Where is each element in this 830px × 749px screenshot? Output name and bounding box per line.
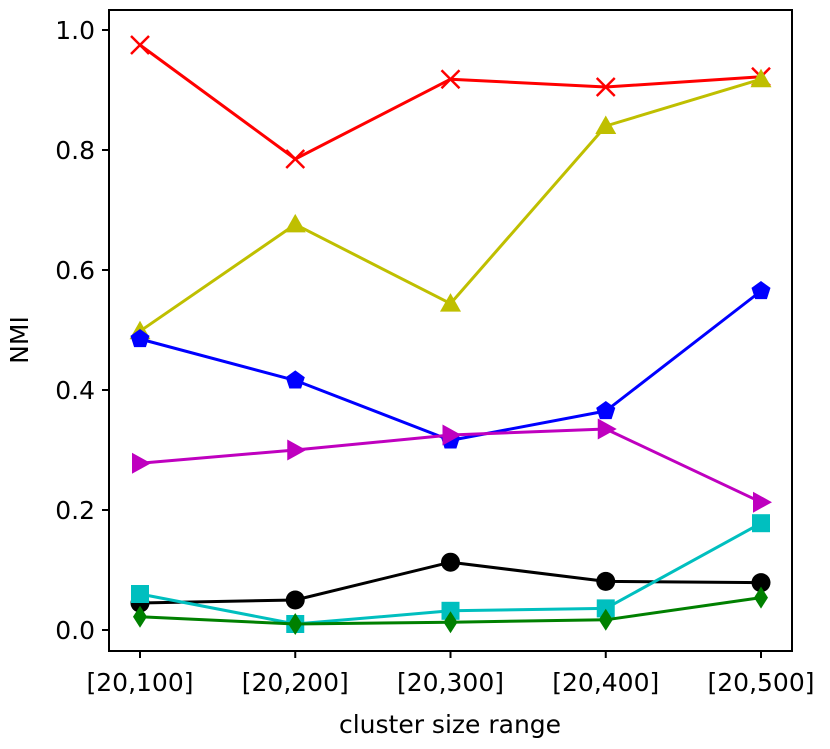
y-tick-label-1: 0.2 [55, 496, 95, 525]
y-tick-label-0: 0.0 [55, 616, 95, 645]
x-tick-label-1: [20,200] [242, 668, 349, 697]
plot-area [129, 35, 772, 635]
series-1-point-3 [595, 115, 617, 134]
series-3-point-1 [287, 439, 307, 461]
series-2-point-3 [596, 401, 616, 420]
series-6-point-3 [598, 608, 613, 631]
series-4-point-2 [441, 552, 460, 572]
series-3-point-3 [597, 418, 617, 440]
series-4-point-1 [285, 590, 305, 610]
x-axis-label: cluster size range [339, 710, 561, 739]
series-3-point-0 [132, 452, 151, 474]
series-4-point-3 [596, 571, 616, 591]
series-1-point-1 [284, 213, 306, 233]
series-6-point-4 [754, 586, 768, 609]
series-0-point-2 [440, 69, 461, 90]
series-6-point-1 [288, 613, 303, 635]
y-tick-label-4: 0.8 [55, 136, 95, 165]
series-5-point-2 [441, 601, 460, 620]
series-2-line [139, 289, 762, 442]
x-tick-label-3: [20,400] [552, 668, 659, 697]
series-2-point-1 [285, 370, 305, 389]
x-tick-label-0: [20,100] [87, 668, 194, 697]
series-4-point-4 [751, 573, 771, 593]
y-tick-label-3: 0.6 [55, 256, 95, 285]
series-5-point-0 [131, 585, 149, 603]
y-tick-label-5: 1.0 [55, 16, 95, 45]
series-0-point-1 [285, 149, 306, 169]
y-tick-label-2: 0.4 [55, 376, 95, 405]
series-6-point-0 [133, 605, 147, 628]
y-axis-label: NMI [5, 316, 34, 364]
series-3-point-2 [442, 424, 462, 446]
x-tick-label-2: [20,300] [397, 668, 504, 697]
series-0-point-0 [130, 35, 150, 55]
series-1-point-2 [440, 293, 461, 312]
series-0-line [139, 43, 762, 161]
x-tick-label-4: [20,500] [708, 668, 815, 697]
series-5-point-4 [752, 514, 770, 533]
series-2-point-4 [751, 281, 771, 300]
series-5-point-3 [596, 599, 615, 618]
series-2-point-0 [130, 329, 150, 348]
series-0-point-3 [595, 77, 616, 97]
series-6-point-2 [443, 611, 458, 634]
series-1-point-4 [750, 68, 772, 88]
series-3-point-4 [753, 491, 772, 513]
axes: 0.0 0.2 0.4 0.6 0.8 1.0 [20,100] [20,200] [20,30… [55, 9, 815, 697]
